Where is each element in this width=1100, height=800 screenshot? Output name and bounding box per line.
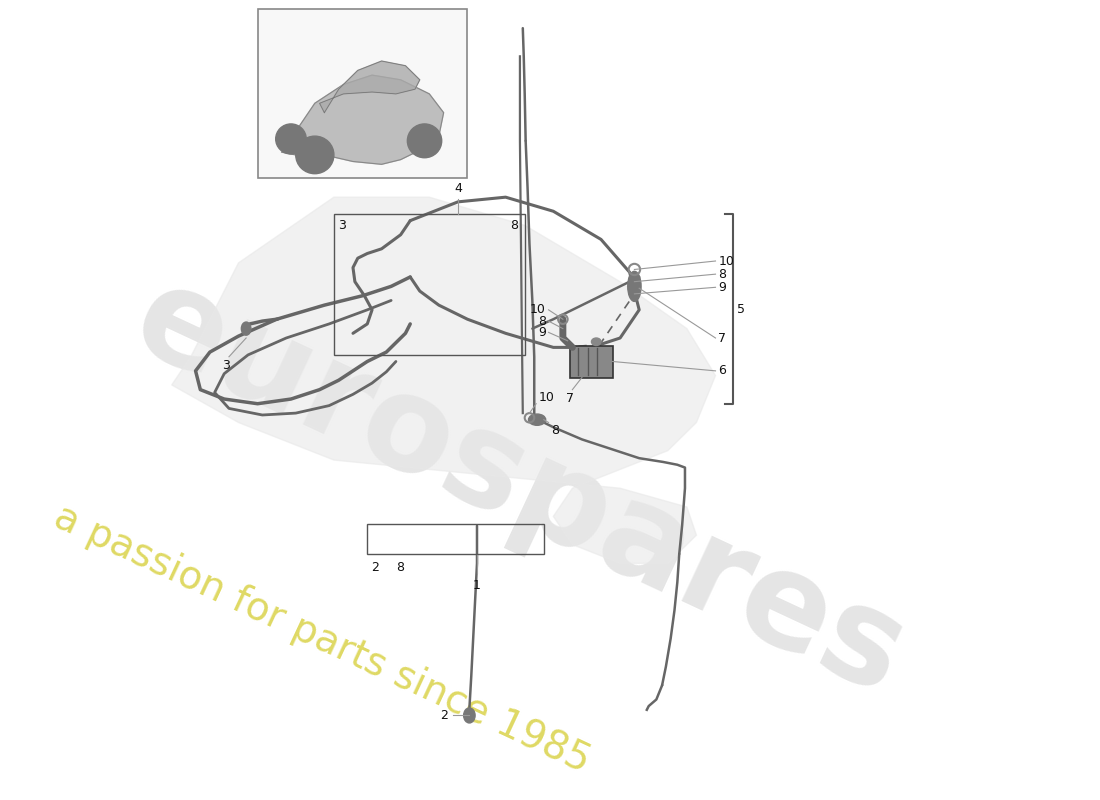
Text: 8: 8 (538, 314, 546, 328)
Bar (571, 346, 614, 378)
Text: 7: 7 (565, 393, 573, 406)
Text: 3: 3 (338, 218, 345, 232)
Text: 8: 8 (510, 218, 518, 232)
Text: 7: 7 (718, 331, 726, 345)
Text: 9: 9 (538, 326, 546, 339)
Circle shape (407, 124, 442, 158)
Polygon shape (320, 61, 420, 113)
Text: 8: 8 (551, 424, 560, 438)
Circle shape (296, 136, 334, 174)
Text: 2: 2 (440, 709, 449, 722)
Ellipse shape (528, 414, 546, 426)
Text: 9: 9 (718, 281, 726, 294)
Text: 6: 6 (718, 364, 726, 378)
Text: 8: 8 (718, 268, 726, 281)
Text: 10: 10 (530, 303, 546, 316)
Text: 8: 8 (396, 562, 404, 574)
Ellipse shape (241, 322, 251, 335)
Polygon shape (282, 75, 443, 164)
Polygon shape (172, 197, 715, 563)
Text: 4: 4 (454, 182, 462, 195)
Bar (334, 214, 525, 355)
Text: 3: 3 (222, 358, 230, 372)
Text: 10: 10 (718, 254, 734, 267)
Text: 1: 1 (473, 579, 481, 592)
Text: 2: 2 (371, 562, 380, 574)
Text: 10: 10 (539, 390, 554, 404)
Ellipse shape (463, 708, 475, 723)
Text: a passion for parts since 1985: a passion for parts since 1985 (47, 497, 596, 780)
Text: eurospares: eurospares (114, 254, 925, 722)
Ellipse shape (628, 271, 641, 302)
Circle shape (276, 124, 306, 154)
Text: 5: 5 (737, 303, 746, 316)
Ellipse shape (592, 338, 601, 346)
Bar (367, 524, 543, 554)
Bar (257, 10, 468, 178)
